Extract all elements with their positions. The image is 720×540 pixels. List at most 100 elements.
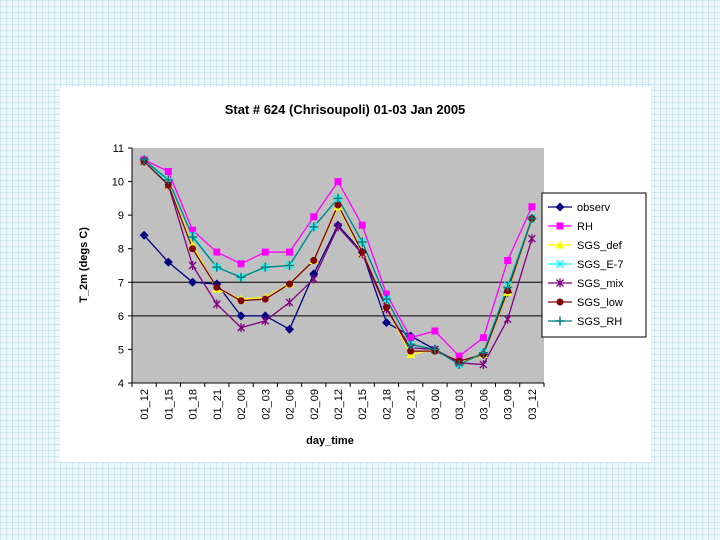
data-point-rh — [189, 226, 197, 234]
data-point-sgs-mix — [503, 314, 512, 324]
data-point-sgs-rh — [163, 175, 173, 185]
data-point-sgs-rh — [285, 261, 295, 270]
data-point-sgs-mix — [261, 316, 270, 326]
y-tick-label: 10 — [112, 177, 124, 189]
legend-marker-sgs-e-7 — [555, 259, 565, 269]
legend-marker-sgs-def — [555, 240, 565, 249]
y-axis-label: T_2m (degs C) — [78, 227, 90, 303]
data-point-rh — [310, 213, 318, 221]
data-point-sgs-mix — [237, 323, 246, 333]
x-tick-label: 02_21 — [406, 389, 418, 420]
data-point-sgs-low — [358, 248, 366, 256]
legend-marker-sgs-mix — [556, 278, 564, 288]
legend-label-observ: observ — [577, 202, 611, 214]
data-point-sgs-rh — [236, 272, 246, 282]
x-tick-label: 02_09 — [309, 389, 321, 420]
data-point-rh — [479, 334, 487, 342]
data-point-sgs-rh — [357, 237, 367, 247]
data-point-rh — [358, 221, 366, 229]
data-point-sgs-mix — [334, 222, 342, 232]
data-point-sgs-rh — [406, 339, 416, 349]
data-point-sgs-rh — [212, 262, 222, 272]
data-point-rh — [261, 248, 269, 256]
y-tick-label: 6 — [118, 311, 124, 323]
data-point-sgs-rh — [333, 193, 343, 203]
data-point-sgs-low — [164, 181, 172, 189]
data-point-sgs-rh — [478, 348, 488, 358]
data-point-sgs-rh — [381, 294, 391, 304]
data-point-rh — [213, 248, 221, 256]
data-point-sgs-low — [382, 303, 390, 311]
y-tick-label: 11 — [113, 143, 124, 155]
legend-marker-observ — [555, 202, 565, 212]
data-point-rh — [286, 248, 294, 256]
data-point-rh — [164, 168, 172, 175]
data-point-rh — [382, 290, 390, 298]
data-point-sgs-rh — [139, 155, 149, 165]
legend-marker-sgs-low — [556, 298, 564, 306]
chart-title: Stat # 624 (Chrisoupoli) 01-03 Jan 2005 — [225, 102, 466, 117]
data-point-rh — [504, 256, 512, 264]
legend-marker-sgs-rh — [555, 316, 565, 326]
legend-label-rh: RH — [577, 221, 593, 233]
data-point-rh — [431, 327, 439, 335]
x-tick-label: 01_21 — [212, 389, 224, 420]
x-tick-label: 03_03 — [454, 389, 466, 420]
data-point-rh — [455, 352, 463, 360]
data-point-sgs-low — [334, 201, 342, 209]
data-point-sgs-low — [237, 297, 245, 305]
x-tick-label: 03_06 — [478, 389, 490, 420]
data-point-sgs-rh — [430, 344, 440, 354]
x-tick-label: 02_18 — [381, 389, 393, 420]
x-tick-label: 02_15 — [357, 389, 369, 420]
data-point-rh — [237, 260, 245, 268]
data-point-observ — [285, 324, 295, 334]
legend-label-sgs-rh: SGS_RH — [577, 316, 622, 328]
data-point-observ — [163, 257, 173, 267]
data-point-sgs-low — [407, 347, 415, 355]
y-tick-label: 8 — [118, 244, 124, 256]
data-point-sgs-low — [213, 283, 221, 291]
data-point-sgs-rh — [309, 222, 319, 232]
data-point-observ — [236, 311, 246, 321]
data-point-observ — [139, 230, 149, 240]
data-point-rh — [334, 178, 342, 186]
data-point-sgs-mix — [188, 261, 197, 270]
x-tick-label: 03_09 — [503, 389, 515, 420]
legend-label-sgs-low: SGS_low — [577, 297, 623, 309]
x-tick-label: 01_18 — [188, 389, 200, 420]
data-point-sgs-rh — [188, 232, 198, 242]
data-point-sgs-low — [286, 280, 294, 288]
legend-label-sgs-mix: SGS_mix — [577, 278, 624, 290]
x-axis-label: day_time — [306, 435, 354, 447]
x-tick-label: 01_15 — [163, 389, 175, 420]
y-tick-label: 9 — [118, 210, 124, 222]
y-tick-label: 5 — [118, 344, 124, 356]
x-tick-label: 03_12 — [527, 389, 539, 420]
legend-label-sgs-e-7: SGS_E-7 — [577, 259, 623, 271]
data-point-sgs-mix — [285, 297, 294, 307]
y-tick-label: 4 — [118, 378, 124, 390]
x-tick-label: 03_00 — [430, 389, 442, 420]
x-tick-label: 02_00 — [236, 389, 248, 420]
data-point-sgs-rh — [527, 214, 537, 223]
data-point-sgs-low — [310, 256, 318, 264]
data-point-rh — [528, 203, 536, 211]
x-tick-label: 02_06 — [285, 389, 297, 420]
data-point-sgs-mix — [212, 299, 221, 309]
chart-panel: Stat # 624 (Chrisoupoli) 01-03 Jan 2005 … — [60, 87, 651, 462]
legend-label-sgs-def: SGS_def — [577, 240, 623, 252]
x-tick-label: 02_12 — [333, 389, 345, 420]
data-point-rh — [407, 334, 415, 342]
line-chart: Stat # 624 (Chrisoupoli) 01-03 Jan 2005 … — [78, 102, 647, 447]
data-point-sgs-mix — [309, 274, 318, 284]
data-point-sgs-mix — [479, 360, 488, 370]
data-point-sgs-low — [261, 295, 269, 303]
y-tick-label: 7 — [118, 277, 124, 289]
data-point-sgs-rh — [260, 262, 270, 272]
x-tick-label: 02_03 — [260, 389, 272, 420]
data-point-sgs-rh — [454, 360, 464, 370]
legend: observ RH SGS_def SGS_E-7 SGS_mix SGS_low SGS_… — [541, 192, 647, 338]
data-point-sgs-mix — [527, 234, 536, 244]
data-point-sgs-rh — [503, 282, 513, 292]
